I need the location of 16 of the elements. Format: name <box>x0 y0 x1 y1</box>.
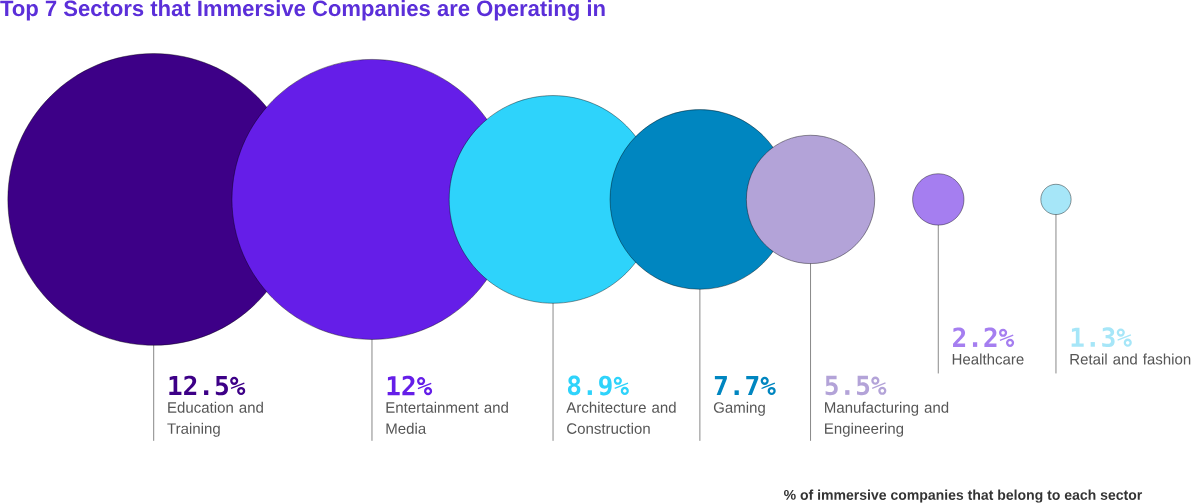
data-label: 12.5% <box>169 375 246 396</box>
data-label: 12% <box>387 375 433 396</box>
text: % of immersive companies that belong to each sector <box>783 489 1143 503</box>
text: Top 7 Sectors that Immersive Companies are Operating in <box>0 0 605 21</box>
category-label: Manufacturing and Engineering <box>825 401 949 437</box>
data-label: 2.2% <box>953 327 1015 348</box>
category-label: Retail and fashion <box>1070 353 1191 365</box>
category-label: Gaming <box>713 401 765 416</box>
data-label: 5.5% <box>825 375 887 396</box>
category-label: Entertainment and Media <box>386 401 508 435</box>
data-label: 1.3% <box>1071 327 1132 348</box>
category-label: Architecture and Construction <box>566 401 676 435</box>
data-label: 7.7% <box>714 376 776 396</box>
category-label: Healthcare <box>952 353 1024 365</box>
category-label: Education and Training <box>167 401 263 437</box>
data-label: 8.9% <box>567 375 629 396</box>
